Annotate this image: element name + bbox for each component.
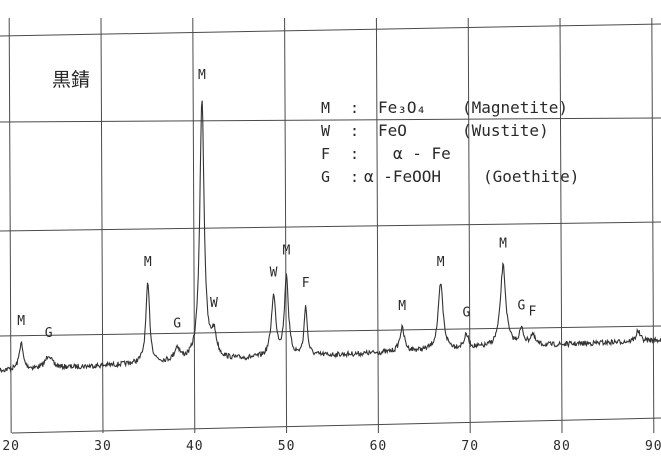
legend: M: Fe₃O₄ (Magnetite) W: FeO (Wustite) F: α - Fe… — [321, 98, 579, 186]
peak-label-9: M — [398, 299, 406, 314]
legend-name: (Goethite) — [483, 167, 579, 186]
legend-sep: : — [350, 99, 359, 117]
peak-label-14: F — [529, 305, 537, 320]
peak-label-6: W — [270, 265, 278, 280]
legend-formula: Fe₃O₄ — [378, 98, 426, 117]
legend-row-F: F: α - Fe — [321, 144, 451, 163]
gridline-v-80 — [559, 17, 563, 434]
legend-key: F — [321, 145, 330, 163]
legend-name: (Magnetite) — [462, 98, 568, 117]
gridline-h-2 — [0, 221, 661, 232]
legend-name: (Wustite) — [462, 121, 549, 140]
x-tick-30: 30 — [94, 439, 112, 454]
legend-formula: α - Fe — [393, 144, 451, 163]
gridline-v-90 — [651, 17, 655, 434]
gridline-v-20 — [8, 17, 12, 434]
legend-key: G — [321, 168, 330, 186]
gridline-h-0 — [0, 23, 661, 37]
x-axis — [11, 417, 661, 434]
peak-label-10: M — [437, 255, 445, 270]
peak-label-1: G — [45, 326, 53, 341]
legend-key: M — [321, 99, 330, 117]
x-tick-60: 60 — [370, 439, 388, 454]
legend-formula: α -FeOOH — [364, 167, 441, 186]
gridline-v-60 — [375, 17, 379, 434]
x-tick-80: 80 — [553, 439, 571, 454]
x-tick-90: 90 — [645, 439, 661, 454]
x-tick-labels: 20 30 40 50 60 70 80 90 — [2, 439, 661, 454]
legend-formula: FeO — [378, 121, 407, 140]
xrd-trace — [0, 100, 661, 374]
peak-label-0: M — [17, 314, 25, 329]
legend-row-W: W: FeO (Wustite) — [321, 121, 549, 140]
peak-label-5: W — [210, 296, 218, 311]
peak-label-11: G — [462, 305, 470, 320]
peak-label-4: M — [198, 68, 206, 83]
grid — [0, 17, 661, 434]
chart-title: 黒錆 — [52, 69, 90, 91]
legend-sep: : — [350, 122, 359, 140]
peak-label-2: M — [144, 255, 152, 270]
x-tick-70: 70 — [461, 439, 479, 454]
x-tick-50: 50 — [278, 439, 296, 454]
legend-sep: : — [350, 168, 359, 186]
peak-label-3: G — [173, 317, 181, 332]
gridline-h-3 — [0, 325, 661, 337]
legend-row-M: M: Fe₃O₄ (Magnetite) — [321, 98, 568, 117]
gridline-v-70 — [467, 17, 471, 434]
x-tick-20: 20 — [2, 439, 20, 454]
gridline-h-1 — [0, 117, 661, 123]
gridline-v-50 — [284, 17, 288, 434]
legend-row-G: G: α -FeOOH (Goethite) — [321, 167, 579, 186]
gridline-v-40 — [192, 17, 196, 434]
legend-key: W — [321, 122, 331, 140]
peak-label-13: G — [518, 299, 526, 314]
peak-label-7: M — [283, 244, 291, 259]
x-tick-40: 40 — [186, 439, 204, 454]
legend-sep: : — [350, 145, 359, 163]
peak-label-8: F — [302, 276, 310, 291]
peak-label-12: M — [499, 236, 507, 251]
gridline-v-30 — [100, 17, 104, 434]
